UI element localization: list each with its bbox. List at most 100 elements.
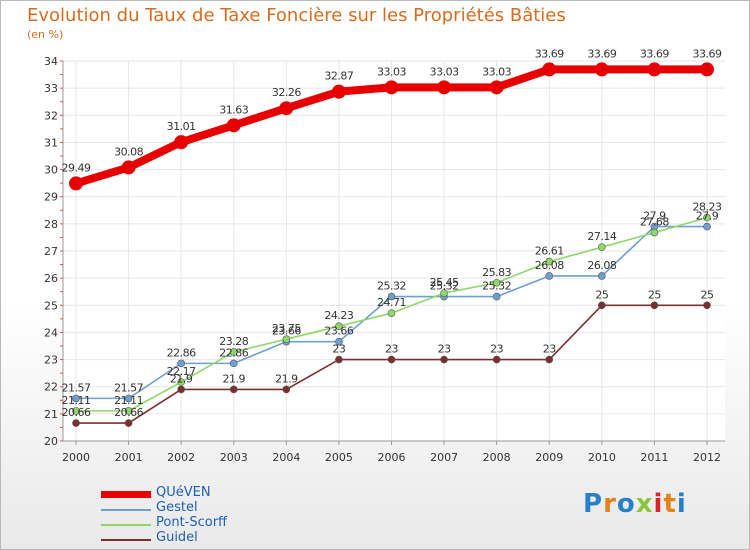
data-point: [229, 348, 238, 356]
data-label: 30.08: [114, 145, 143, 158]
logo-letter: x: [635, 489, 654, 519]
x-tick-label: 2004: [272, 451, 300, 464]
y-tick-label: 28: [44, 218, 58, 231]
data-label: 26.08: [587, 259, 616, 272]
x-tick-label: 2005: [325, 451, 353, 464]
y-tick-label: 31: [44, 136, 58, 149]
data-label: 33.03: [430, 65, 459, 78]
y-tick-label: 26: [44, 272, 58, 285]
data-point: [226, 118, 241, 133]
data-point: [335, 337, 343, 346]
logo-letter: o: [616, 489, 636, 519]
data-point: [69, 176, 83, 191]
data-label: 25: [595, 288, 608, 301]
logo-letter: i: [676, 489, 687, 519]
data-label: 33.69: [640, 47, 669, 60]
data-label: 23.28: [219, 335, 248, 348]
data-label: 23.66: [272, 325, 301, 338]
data-point: [545, 272, 554, 280]
unit-label: (en %): [27, 28, 64, 41]
logo-letter: i: [653, 489, 664, 519]
data-point: [229, 359, 238, 368]
data-point: [703, 222, 711, 231]
data-point: [440, 289, 448, 297]
data-point: [384, 80, 399, 95]
data-label: 31.01: [167, 120, 196, 133]
data-point: [598, 301, 606, 310]
y-tick-label: 21: [44, 408, 58, 421]
x-tick-label: 2003: [220, 451, 248, 464]
logo-letter: t: [663, 489, 677, 519]
data-point: [174, 135, 189, 150]
legend-swatch: [101, 539, 151, 541]
data-label: 22.86: [219, 346, 248, 359]
data-label: 32.26: [272, 86, 301, 99]
x-tick-label: 2007: [430, 451, 458, 464]
proxiti-logo: Proxiti: [583, 489, 687, 519]
data-point: [598, 272, 606, 280]
data-point: [700, 62, 714, 77]
data-point: [121, 160, 136, 175]
data-label: 21.9: [275, 372, 298, 385]
legend-label: Pont-Scorff: [156, 515, 228, 530]
x-tick-label: 2009: [535, 451, 563, 464]
data-point: [124, 419, 133, 427]
legend-swatch: [101, 491, 151, 498]
data-label: 21.57: [114, 381, 143, 394]
data-label: 25.45: [430, 276, 459, 289]
data-label: 23: [490, 343, 503, 356]
data-label: 21.9: [170, 372, 193, 385]
y-tick-label: 23: [44, 354, 58, 367]
data-label: 33.03: [377, 65, 406, 78]
y-tick-label: 32: [44, 109, 58, 122]
legend-label: Guidel: [156, 530, 198, 545]
data-label: 21.11: [62, 394, 91, 407]
data-label: 25.32: [377, 280, 406, 293]
x-tick-label: 2001: [115, 451, 143, 464]
data-label: 23: [332, 343, 345, 356]
data-label: 24.23: [324, 309, 353, 322]
y-tick-label: 20: [44, 435, 58, 448]
x-tick-label: 2010: [588, 451, 616, 464]
data-label: 22.17: [167, 365, 196, 378]
data-point: [387, 292, 396, 301]
data-point: [331, 84, 346, 99]
logo-letter: r: [603, 489, 617, 519]
data-label: 21.57: [62, 381, 91, 394]
y-tick-label: 24: [44, 326, 58, 339]
y-tick-label: 33: [44, 82, 58, 95]
x-tick-label: 2011: [640, 451, 668, 464]
data-label: 20.66: [62, 406, 91, 419]
x-tick-label: 2012: [693, 451, 721, 464]
data-label: 25.32: [482, 280, 511, 293]
data-label: 31.63: [219, 103, 248, 116]
data-point: [177, 378, 185, 386]
data-label: 23.66: [324, 325, 353, 338]
data-label: 25: [701, 288, 714, 301]
legend-label: Gestel: [156, 500, 198, 515]
data-label: 26.61: [535, 245, 564, 258]
y-tick-label: 27: [44, 245, 58, 258]
data-point: [492, 355, 501, 364]
data-point: [489, 80, 504, 95]
data-point: [282, 335, 291, 344]
data-label: 27.9: [696, 210, 719, 223]
data-label: 25.32: [430, 280, 459, 293]
y-tick-label: 29: [44, 191, 58, 204]
data-label: 25: [648, 288, 661, 301]
data-label: 27.68: [640, 216, 669, 229]
data-label: 33.69: [535, 47, 564, 60]
data-point: [387, 309, 396, 317]
legend-swatch: [101, 524, 151, 526]
data-point: [229, 385, 238, 394]
data-point: [492, 292, 501, 301]
data-label: 28.23: [693, 201, 722, 214]
data-point: [177, 359, 185, 368]
data-label: 21.11: [114, 394, 143, 407]
data-label: 24.71: [377, 296, 406, 309]
data-label: 20.66: [114, 406, 143, 419]
data-point: [72, 419, 80, 427]
data-label: 23: [543, 343, 556, 356]
chart-title: Evolution du Taux de Taxe Foncière sur l…: [27, 5, 566, 26]
